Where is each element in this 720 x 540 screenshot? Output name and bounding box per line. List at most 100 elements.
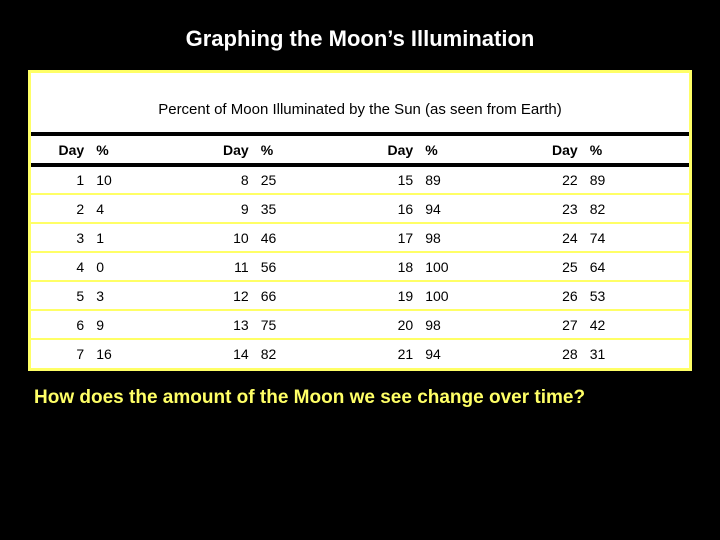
table-row: 2194	[360, 339, 525, 368]
cell-day: 17	[360, 223, 419, 252]
cell-day: 6	[31, 310, 90, 339]
cell-percent: 16	[90, 339, 195, 368]
column-header-day: Day	[196, 136, 255, 165]
cell-day: 23	[525, 194, 584, 223]
table-row: 1375	[196, 310, 361, 339]
cell-percent: 64	[584, 252, 689, 281]
cell-day: 24	[525, 223, 584, 252]
table-row: 716	[31, 339, 196, 368]
data-sub-table: Day%1102431405369716	[31, 136, 196, 368]
cell-day: 21	[360, 339, 419, 368]
column-header-pct: %	[584, 136, 689, 165]
cell-percent: 10	[90, 165, 195, 194]
data-sub-table: Day%158916941798181001910020982194	[360, 136, 525, 368]
table-row: 2653	[525, 281, 690, 310]
column-header-pct: %	[419, 136, 524, 165]
table-row: 2742	[525, 310, 690, 339]
cell-percent: 9	[90, 310, 195, 339]
table-row: 1589	[360, 165, 525, 194]
cell-percent: 74	[584, 223, 689, 252]
table-row: 1482	[196, 339, 361, 368]
cell-day: 12	[196, 281, 255, 310]
cell-percent: 82	[584, 194, 689, 223]
cell-percent: 100	[419, 281, 524, 310]
cell-day: 18	[360, 252, 419, 281]
cell-percent: 4	[90, 194, 195, 223]
cell-percent: 25	[255, 165, 360, 194]
table-row: 18100	[360, 252, 525, 281]
cell-percent: 3	[90, 281, 195, 310]
cell-day: 3	[31, 223, 90, 252]
table-row: 1694	[360, 194, 525, 223]
cell-day: 27	[525, 310, 584, 339]
cell-percent: 1	[90, 223, 195, 252]
column-header-day: Day	[360, 136, 419, 165]
data-sub-table: Day%2289238224742564265327422831	[525, 136, 690, 368]
cell-percent: 98	[419, 310, 524, 339]
column-header-day: Day	[525, 136, 584, 165]
cell-day: 14	[196, 339, 255, 368]
cell-day: 19	[360, 281, 419, 310]
cell-day: 13	[196, 310, 255, 339]
cell-percent: 42	[584, 310, 689, 339]
cell-percent: 89	[584, 165, 689, 194]
cell-day: 10	[196, 223, 255, 252]
cell-percent: 82	[255, 339, 360, 368]
table-row: 2289	[525, 165, 690, 194]
table-row: 40	[31, 252, 196, 281]
page-title: Graphing the Moon’s Illumination	[28, 26, 692, 52]
cell-day: 15	[360, 165, 419, 194]
cell-day: 2	[31, 194, 90, 223]
cell-day: 1	[31, 165, 90, 194]
cell-day: 16	[360, 194, 419, 223]
cell-percent: 31	[584, 339, 689, 368]
cell-percent: 98	[419, 223, 524, 252]
data-sub-table: Day%82593510461156126613751482	[196, 136, 361, 368]
cell-day: 7	[31, 339, 90, 368]
column-header-pct: %	[90, 136, 195, 165]
cell-percent: 94	[419, 339, 524, 368]
cell-percent: 56	[255, 252, 360, 281]
cell-percent: 0	[90, 252, 195, 281]
cell-day: 9	[196, 194, 255, 223]
table-row: 1156	[196, 252, 361, 281]
table-row: 2098	[360, 310, 525, 339]
cell-day: 11	[196, 252, 255, 281]
cell-day: 28	[525, 339, 584, 368]
table-row: 69	[31, 310, 196, 339]
table-row: 2564	[525, 252, 690, 281]
table-row: 24	[31, 194, 196, 223]
cell-day: 26	[525, 281, 584, 310]
cell-percent: 89	[419, 165, 524, 194]
cell-day: 5	[31, 281, 90, 310]
table-row: 31	[31, 223, 196, 252]
table-row: 2382	[525, 194, 690, 223]
cell-day: 20	[360, 310, 419, 339]
table-row: 19100	[360, 281, 525, 310]
cell-percent: 66	[255, 281, 360, 310]
table-column-wrap: Day%1102431405369716Day%8259351046115612…	[31, 132, 689, 368]
table-row: 1046	[196, 223, 361, 252]
column-header-day: Day	[31, 136, 90, 165]
cell-percent: 75	[255, 310, 360, 339]
table-row: 53	[31, 281, 196, 310]
table-row: 1266	[196, 281, 361, 310]
table-row: 825	[196, 165, 361, 194]
table-caption: Percent of Moon Illuminated by the Sun (…	[31, 73, 689, 132]
data-panel: Percent of Moon Illuminated by the Sun (…	[28, 70, 692, 371]
table-row: 110	[31, 165, 196, 194]
cell-day: 22	[525, 165, 584, 194]
table-row: 2831	[525, 339, 690, 368]
cell-percent: 100	[419, 252, 524, 281]
table-row: 935	[196, 194, 361, 223]
cell-day: 4	[31, 252, 90, 281]
cell-percent: 46	[255, 223, 360, 252]
table-row: 1798	[360, 223, 525, 252]
table-row: 2474	[525, 223, 690, 252]
cell-day: 8	[196, 165, 255, 194]
cell-percent: 94	[419, 194, 524, 223]
question-text: How does the amount of the Moon we see c…	[28, 387, 692, 409]
column-header-pct: %	[255, 136, 360, 165]
cell-day: 25	[525, 252, 584, 281]
cell-percent: 53	[584, 281, 689, 310]
